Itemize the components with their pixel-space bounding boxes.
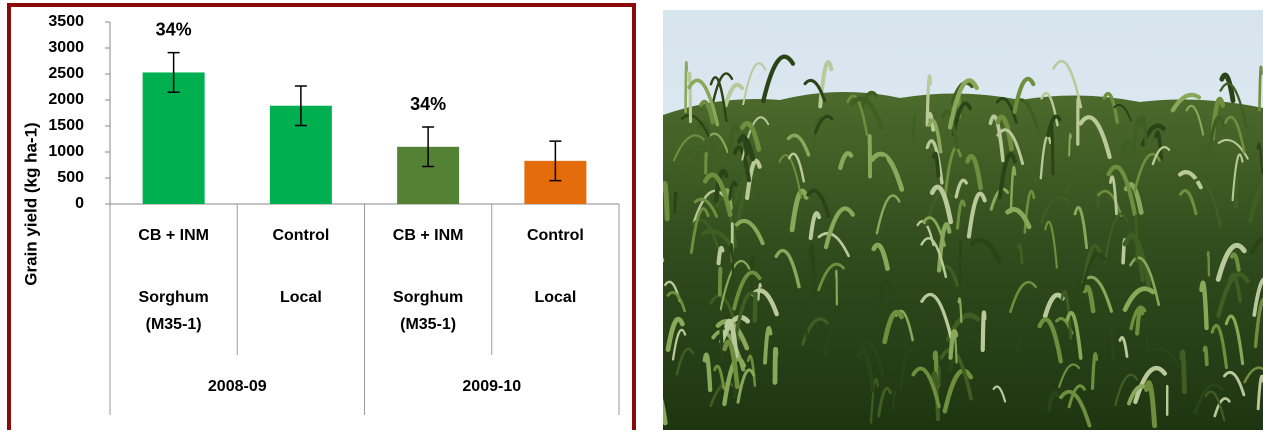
leaf: [775, 349, 776, 382]
leaf: [1182, 352, 1185, 392]
y-axis-label: Grain yield (kg ha-1): [21, 122, 40, 285]
leaf: [650, 386, 665, 423]
leaf: [1147, 331, 1148, 354]
leaf: [1208, 252, 1209, 275]
leaf: [689, 73, 690, 121]
leaf: [836, 271, 837, 305]
leaf: [1136, 216, 1137, 262]
leaf: [686, 62, 687, 111]
x-tick-label: Control: [272, 227, 329, 244]
y-tick-label: 2000: [48, 91, 84, 108]
x-group-label: 2008-09: [208, 378, 267, 395]
crop-photo: [633, 10, 1263, 430]
y-tick-label: 1000: [48, 143, 84, 160]
leaf: [720, 269, 721, 295]
y-tick-label: 0: [75, 195, 84, 212]
leaf: [697, 153, 699, 185]
leaf: [633, 230, 663, 261]
x-tick-label: CB + INM: [393, 227, 464, 244]
x-tick-label: CB + INM: [138, 227, 209, 244]
leaf: [706, 153, 707, 173]
value-annotation: 34%: [410, 94, 446, 114]
chart-frame: [9, 5, 634, 430]
value-annotation: 34%: [156, 19, 192, 39]
leaf: [983, 312, 985, 350]
leaf: [913, 117, 914, 141]
y-tick-label: 2500: [48, 65, 84, 82]
x-tick-label: Control: [527, 227, 584, 244]
x-group-label: 2009-10: [462, 378, 521, 395]
y-tick-label: 3500: [48, 13, 84, 30]
y-tick-label: 500: [57, 169, 84, 186]
x-subcategory-label: Local: [534, 289, 576, 306]
leaf: [675, 193, 676, 212]
y-tick-label: 3000: [48, 39, 84, 56]
y-tick-label: 1500: [48, 117, 84, 134]
x-subcategory-label: Local: [280, 289, 322, 306]
leaf: [1205, 348, 1207, 365]
